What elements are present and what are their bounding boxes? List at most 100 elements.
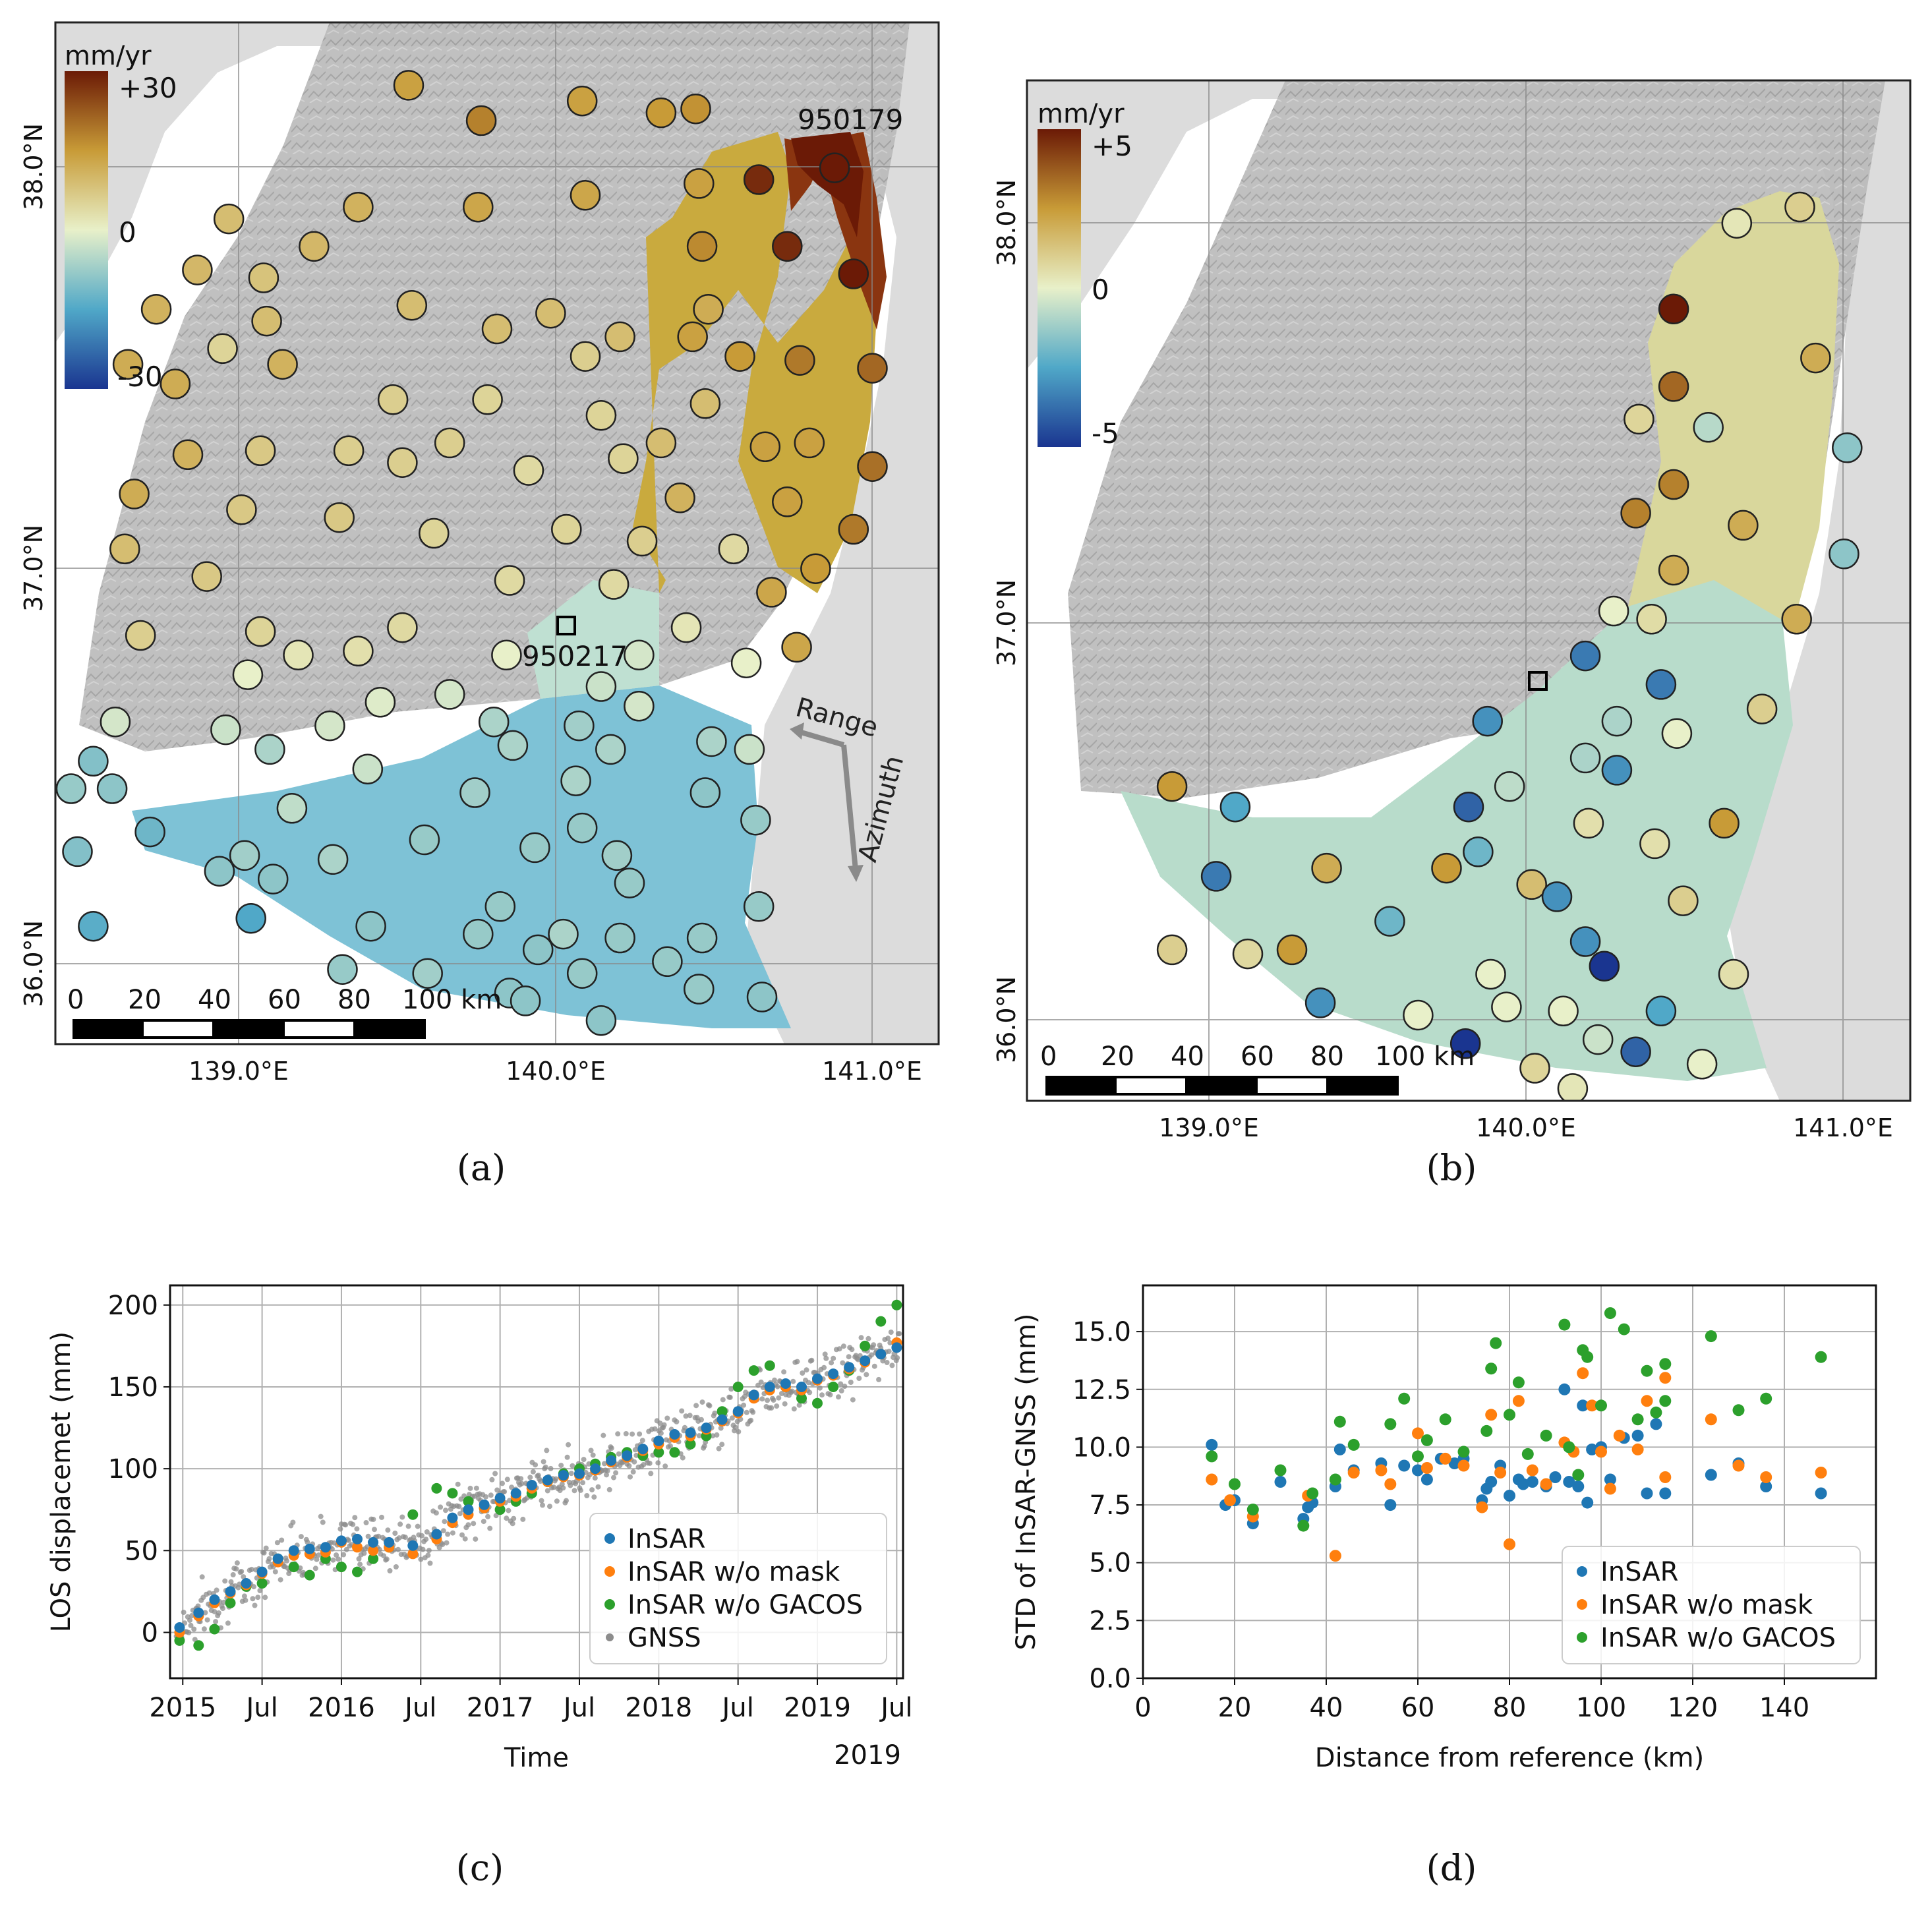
- panel-c-gnss-point-318: [502, 1489, 508, 1494]
- panel-c-gnss-point-50: [225, 1620, 231, 1626]
- panel-c-gnss-point-362: [547, 1504, 552, 1509]
- panel-c-gnss-point-237: [418, 1556, 424, 1562]
- panel-a-station-11: [213, 203, 245, 235]
- panel-c-series0-point-13: [384, 1537, 395, 1548]
- panel-c-gnss-point-242: [423, 1537, 429, 1542]
- panel-c-series0-point-36: [764, 1382, 775, 1392]
- panel-d-xtick-label-3: 60: [1401, 1693, 1435, 1723]
- panel-c-series2-point-10: [336, 1562, 347, 1573]
- panel-d-series0-point-9: [1333, 1443, 1346, 1455]
- panel-b-station-15: [1781, 604, 1812, 635]
- panel-c-gnss-point-66: [241, 1593, 247, 1599]
- panel-c-gnss-point-474: [662, 1463, 668, 1469]
- panel-d-series1-point-11: [1457, 1459, 1470, 1472]
- panel-c-series1-point-11: [352, 1542, 363, 1553]
- panel-a-station-47: [857, 451, 888, 482]
- panel-b-frame: [1026, 79, 1912, 1102]
- panel-a-station-83: [314, 710, 345, 742]
- panel-c-gnss-point-298: [481, 1519, 486, 1525]
- panel-c-gnss-point-611: [804, 1367, 809, 1373]
- panel-c-gnss-point-384: [570, 1463, 575, 1469]
- panel-a-station-77: [434, 679, 465, 710]
- panel-c-gnss-point-602: [794, 1359, 800, 1364]
- panel-c-gnss-point-694: [889, 1363, 895, 1368]
- panel-d-series1-point-23: [1595, 1446, 1607, 1458]
- panel-b-station-20: [1601, 705, 1633, 737]
- panel-a-station-105: [317, 844, 349, 875]
- panel-c-series1-point-12: [368, 1545, 379, 1556]
- panel-a-station-36: [689, 388, 721, 419]
- panel-b-station-48: [1548, 995, 1579, 1027]
- panel-c-gnss-point-404: [590, 1452, 596, 1458]
- panel-c-gnss-point-291: [473, 1485, 479, 1491]
- panel-a-station-114: [355, 910, 386, 942]
- panel-c-gnss-point-178: [357, 1562, 363, 1568]
- panel-c-gnss-point-213: [393, 1564, 399, 1569]
- panel-c-series0-point-10: [336, 1535, 347, 1546]
- panel-a-station-28: [784, 345, 815, 376]
- panel-c-gnss-point-580: [772, 1377, 777, 1383]
- panel-a-caption: (a): [457, 1147, 506, 1188]
- panel-c-gnss-point-528: [718, 1425, 724, 1431]
- panel-a-station-49: [119, 479, 150, 510]
- panel-a-station-92: [459, 777, 490, 808]
- panel-a-station-3: [465, 105, 497, 136]
- panel-c-series0-point-26: [606, 1455, 617, 1466]
- panel-c-gnss-point-41: [216, 1610, 221, 1616]
- panel-c-gnss-point-102: [279, 1537, 285, 1543]
- panel-d-series0-point-17: [1448, 1457, 1461, 1469]
- panel-a-station-111: [484, 891, 516, 922]
- panel-c-gnss-point-245: [426, 1548, 432, 1554]
- panel-b-station-46: [1304, 987, 1336, 1018]
- panel-a-lat-37: 37.0°N: [19, 525, 48, 612]
- panel-c-gnss-point-101: [278, 1577, 283, 1583]
- panel-c-xtick-label-2: 2016: [308, 1693, 375, 1723]
- panel-c-series0-point-43: [875, 1349, 887, 1360]
- panel-b-station-49: [1645, 995, 1677, 1027]
- panel-a-station-108: [257, 864, 289, 894]
- panel-c-gnss-point-630: [823, 1355, 829, 1361]
- panel-c-year-note: 2019: [834, 1740, 901, 1771]
- panel-a-station-95: [96, 773, 128, 804]
- panel-c-gnss-point-428: [615, 1431, 621, 1437]
- panel-d-series1-point-33: [1815, 1467, 1827, 1479]
- panel-b-cb-top: +5: [1092, 130, 1132, 162]
- panel-c-gnss-point-259: [440, 1528, 446, 1534]
- panel-a-station-37: [585, 399, 617, 431]
- panel-c-gnss-point-309: [492, 1471, 498, 1477]
- panel-a-station-10: [343, 191, 374, 223]
- panel-a-station-46: [608, 443, 639, 474]
- panel-c-caption: (c): [456, 1847, 504, 1889]
- panel-a-station-126: [746, 982, 778, 1012]
- panel-d-series1-point-13: [1485, 1409, 1498, 1421]
- panel-a-station-48: [513, 455, 544, 486]
- panel-d-ticks: 0 20 40 60 80 100 120 140 0.0 2.5 5.0 7.5 10.0 12.5 15…: [1072, 1317, 1809, 1723]
- panel-c-gnss-point-392: [577, 1487, 583, 1493]
- panel-c-gnss-point-654: [848, 1380, 854, 1385]
- panel-a-station-40: [794, 427, 825, 459]
- panel-c-gnss-point-27: [201, 1626, 207, 1632]
- panel-c-series0-point-32: [701, 1422, 712, 1434]
- panel-c-gnss-point-529: [719, 1442, 725, 1448]
- panel-c-gnss-point-28: [202, 1610, 208, 1616]
- panel-c-series2-point-40: [828, 1382, 839, 1392]
- panel-c-xtick-label-5: Jul: [562, 1693, 595, 1723]
- panel-b-station-41: [1156, 934, 1188, 966]
- panel-a-station-32: [570, 341, 601, 372]
- panel-c-gnss-point-634: [827, 1392, 833, 1397]
- panel-c-series2-point-35: [748, 1365, 759, 1376]
- panel-c-gnss-point-263: [445, 1531, 451, 1537]
- panel-a-station-59: [838, 513, 869, 545]
- panel-b-grid: [1027, 80, 1910, 1101]
- panel-b-ref-station-icon: [1528, 671, 1548, 691]
- panel-c-gnss-point-310: [493, 1513, 499, 1519]
- panel-b-station-4: [1658, 371, 1689, 402]
- panel-a-station-93: [560, 765, 591, 796]
- panel-c-gnss-point-304: [487, 1525, 493, 1531]
- panel-c-series0-point-42: [860, 1355, 871, 1366]
- panel-c-series0-point-40: [828, 1368, 839, 1380]
- panel-b-station-50: [1403, 999, 1434, 1031]
- panel-a-station-54: [551, 513, 582, 545]
- panel-c-gnss-point-545: [736, 1429, 742, 1434]
